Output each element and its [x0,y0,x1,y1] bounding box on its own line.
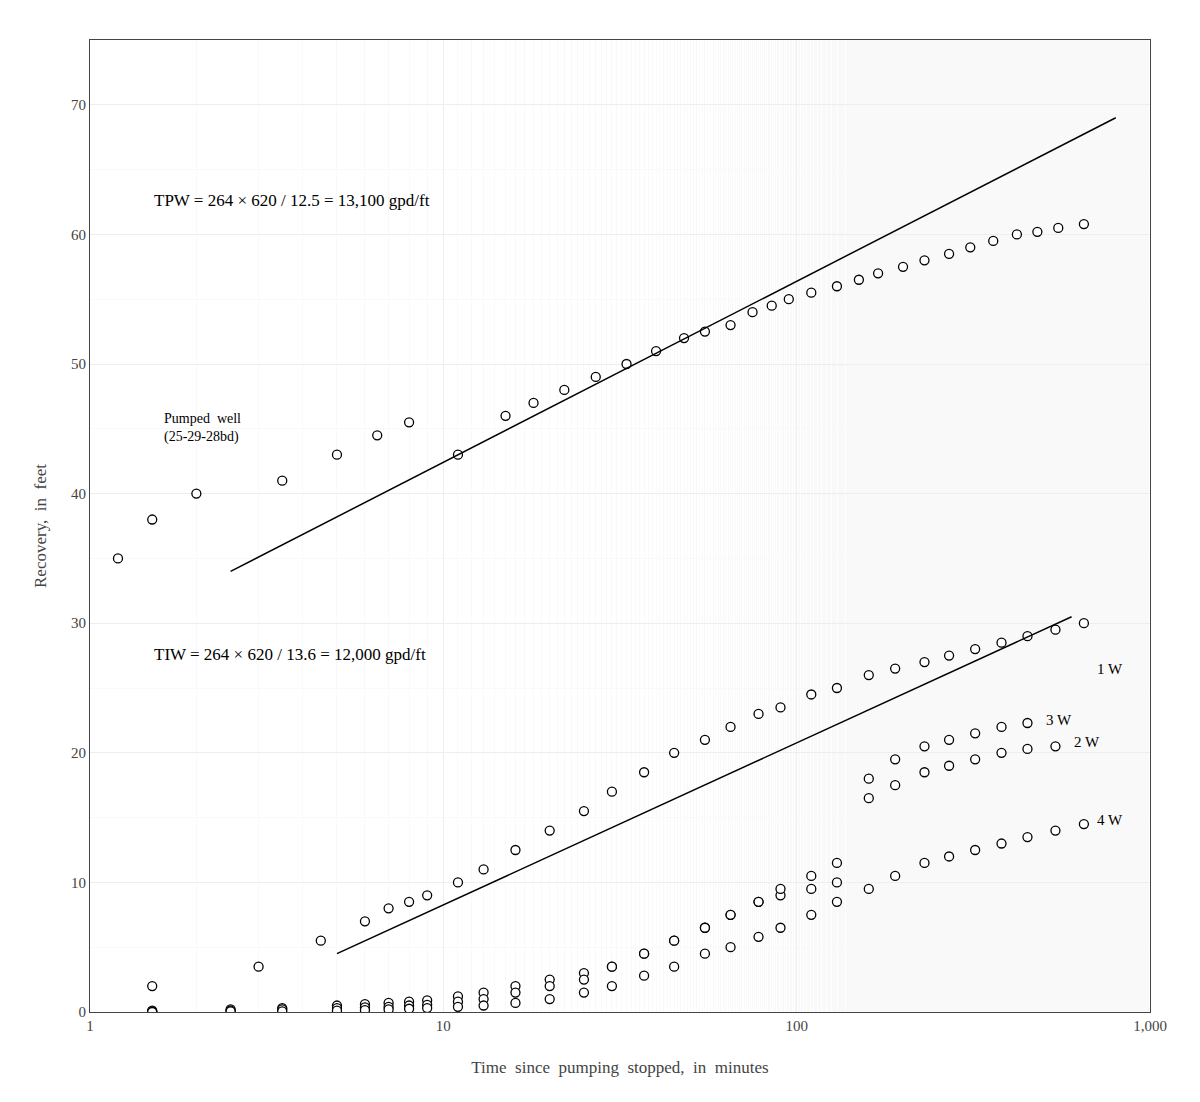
svg-text:1: 1 [86,1018,94,1034]
svg-text:10: 10 [71,875,86,891]
svg-text:1,000: 1,000 [1133,1018,1167,1034]
svg-text:0: 0 [79,1004,87,1020]
svg-text:4 W: 4 W [1097,812,1123,828]
svg-text:3 W: 3 W [1046,712,1072,728]
svg-text:70: 70 [71,97,86,113]
svg-text:TPW = 264 × 620 / 12.5 = 13,10: TPW = 264 × 620 / 12.5 = 13,100 gpd/ft [154,191,430,210]
svg-text:60: 60 [71,227,86,243]
svg-text:Pumped well(25-29-28bd): Pumped well(25-29-28bd) [164,411,241,445]
svg-text:Time since pumping stopped,: Time since pumping stopped, in minutes [471,1058,768,1077]
svg-text:50: 50 [71,356,86,372]
svg-text:Recovery, in feet: Recovery, in feet [31,464,50,588]
svg-text:40: 40 [71,486,86,502]
svg-text:2 W: 2 W [1074,734,1100,750]
svg-text:10: 10 [436,1018,451,1034]
svg-text:1 W: 1 W [1097,661,1123,677]
svg-text:100: 100 [785,1018,808,1034]
svg-text:30: 30 [71,615,86,631]
svg-text:TIW = 264 × 620 / 13.6 = 12,00: TIW = 264 × 620 / 13.6 = 12,000 gpd/ft [154,645,426,664]
svg-text:20: 20 [71,745,86,761]
